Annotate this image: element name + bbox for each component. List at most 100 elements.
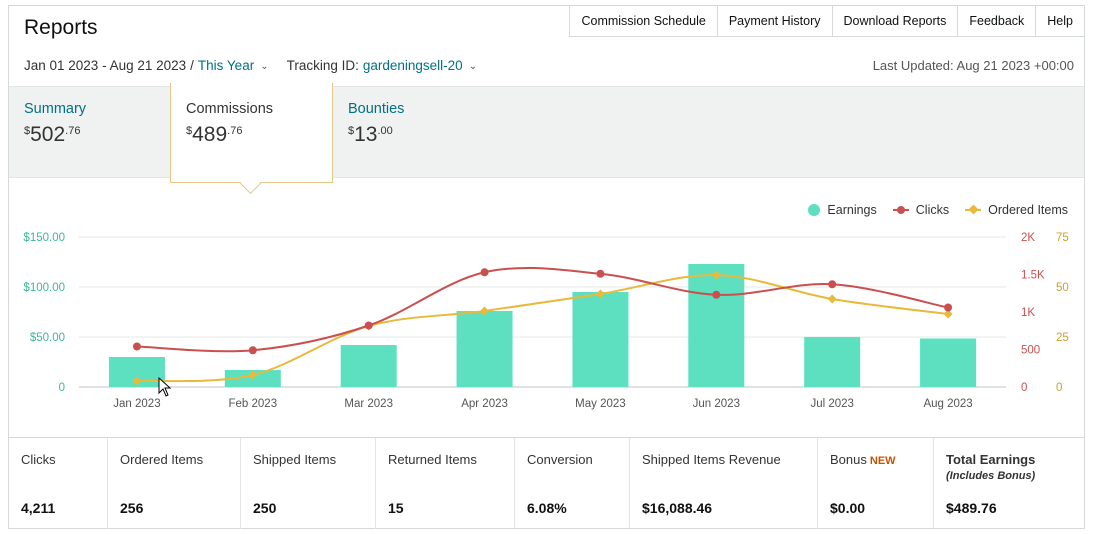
x-tick-label: May 2023 (575, 398, 626, 410)
download-reports-button[interactable]: Download Reports (831, 5, 958, 37)
y-right-clicks-tick-label: 1.5K (1021, 270, 1045, 282)
x-tick-label: Jan 2023 (113, 398, 160, 410)
metric-shipped-items: Shipped Items 250 (241, 438, 376, 529)
ordered-items-point (827, 294, 837, 304)
ordered-items-point (480, 306, 490, 316)
metric-value: $489.76 (946, 500, 997, 516)
metric-value: 256 (120, 500, 144, 516)
tab-bounties[interactable]: Bounties $13.00 (333, 87, 493, 179)
chevron-down-icon: ⌄ (468, 61, 478, 72)
x-tick-label: Aug 2023 (923, 398, 972, 410)
chart-legend: Earnings Clicks Ordered Items (792, 203, 1068, 217)
metric-label: Shipped Items Revenue (642, 452, 781, 467)
commission-schedule-button[interactable]: Commission Schedule (569, 5, 717, 37)
earnings-swatch-icon (808, 204, 821, 216)
legend-clicks[interactable]: Clicks (892, 203, 950, 217)
mouse-cursor-icon (158, 377, 172, 397)
x-tick-label: Jun 2023 (693, 398, 740, 410)
x-tick-label: Feb 2023 (229, 398, 278, 410)
tracking-id-dropdown[interactable]: gardeningsell-20 ⌄ (363, 58, 477, 73)
clicks-point (828, 280, 837, 289)
x-tick-label: Apr 2023 (461, 398, 508, 410)
y-right-clicks-tick-label: 2K (1021, 232, 1035, 244)
clicks-line (136, 266, 949, 353)
date-range-text: Jan 01 2023 - Aug 21 2023 (24, 58, 187, 73)
page-title: Reports (24, 16, 98, 39)
ordered-items-line (136, 273, 949, 383)
reports-panel: Reports Commission Schedule Payment Hist… (8, 5, 1085, 529)
payment-history-button[interactable]: Payment History (716, 5, 832, 37)
commissions-amount: $489.76 (186, 123, 317, 147)
feedback-button[interactable]: Feedback (957, 5, 1036, 37)
metric-label: Ordered Items (120, 452, 204, 467)
clicks-point (132, 342, 141, 351)
metric-value: 15 (388, 500, 404, 516)
y-left-tick-label: $150.00 (23, 232, 65, 244)
metric-ordered-items: Ordered Items 256 (108, 438, 241, 529)
includes-bonus-note: (Includes Bonus) (946, 470, 1036, 482)
earnings-bar (920, 338, 977, 387)
metric-returned-items: Returned Items 15 (376, 438, 515, 529)
currency-symbol: $ (24, 125, 31, 137)
bounties-amount: $13.00 (348, 123, 478, 147)
metric-label: Clicks (21, 452, 56, 467)
summary-tabs: Summary $502.76 Commissions $489.76 Boun… (9, 83, 1084, 183)
period-dropdown[interactable]: This Year ⌄ (198, 58, 269, 73)
summary-amount: $502.76 (24, 123, 156, 147)
tracking-id-label: Tracking ID: (286, 58, 359, 73)
earnings-bar (456, 311, 513, 387)
tab-summary[interactable]: Summary $502.76 (9, 87, 171, 179)
legend-label: Clicks (915, 203, 950, 217)
metric-value: $16,088.46 (642, 500, 713, 516)
period-label: This Year (197, 58, 255, 73)
metric-value: 4,211 (21, 500, 56, 516)
x-tick-label: Mar 2023 (344, 398, 393, 410)
clicks-point (944, 303, 953, 312)
metric-value: 250 (253, 500, 277, 516)
tab-commissions[interactable]: Commissions $489.76 (170, 83, 333, 183)
metric-label: Conversion (527, 452, 593, 467)
amount-whole: 489 (192, 123, 228, 146)
y-right-ordered-tick-label: 25 (1056, 332, 1069, 344)
legend-ordered-items[interactable]: Ordered Items (965, 203, 1068, 217)
top-nav: Commission Schedule Payment History Down… (569, 5, 1085, 37)
clicks-point (596, 269, 605, 278)
metric-value: 6.08% (527, 500, 567, 516)
metric-shipped-items-revenue: Shipped Items Revenue $16,088.46 (630, 438, 818, 529)
y-right-ordered-tick-label: 75 (1056, 232, 1069, 244)
y-right-ordered-tick-label: 0 (1056, 382, 1062, 394)
bonus-label: Bonus (830, 452, 867, 467)
chevron-down-icon: ⌄ (260, 61, 269, 72)
x-tick-label: Jul 2023 (810, 398, 853, 410)
filter-bar: Jan 01 2023 - Aug 21 2023 / This Year ⌄ T… (24, 58, 477, 73)
clicks-point (248, 346, 257, 355)
chart-plot: 0 $50.00 $100.00 $150.00 0 500 1K 1.5K 2K 0 25 50 75… (23, 232, 1069, 410)
clicks-point (364, 321, 373, 330)
metric-label: Shipped Items (253, 452, 337, 467)
tracking-id-value: gardeningsell-20 (362, 58, 463, 73)
metrics-bar: Clicks 4,211 Ordered Items 256 Shipped I… (9, 437, 1084, 529)
metric-label: Total Earnings (946, 452, 1036, 467)
legend-label: Ordered Items (988, 203, 1068, 217)
earnings-bar (688, 264, 745, 387)
amount-whole: 13 (354, 123, 378, 146)
legend-earnings[interactable]: Earnings (808, 203, 877, 217)
legend-label: Earnings (827, 203, 877, 217)
metric-clicks: Clicks 4,211 (9, 438, 108, 529)
ordered-items-swatch-icon (965, 204, 982, 215)
metric-label: Bonus NEW (830, 452, 923, 467)
currency-symbol: $ (348, 125, 355, 137)
y-right-clicks-tick-label: 0 (1021, 382, 1027, 394)
currency-symbol: $ (186, 125, 193, 137)
amount-whole: 502 (30, 123, 66, 146)
last-updated-text: Last Updated: Aug 21 2023 +00:00 (872, 58, 1074, 73)
tab-summary-label: Summary (24, 101, 87, 117)
clicks-point (712, 290, 721, 299)
help-button[interactable]: Help (1035, 5, 1085, 37)
earnings-bar (572, 292, 629, 387)
amount-cents: .76 (65, 125, 81, 137)
metric-label: Returned Items (388, 452, 477, 467)
amount-cents: .76 (227, 125, 243, 137)
clicks-point (480, 268, 489, 277)
tab-bounties-label: Bounties (348, 101, 405, 117)
